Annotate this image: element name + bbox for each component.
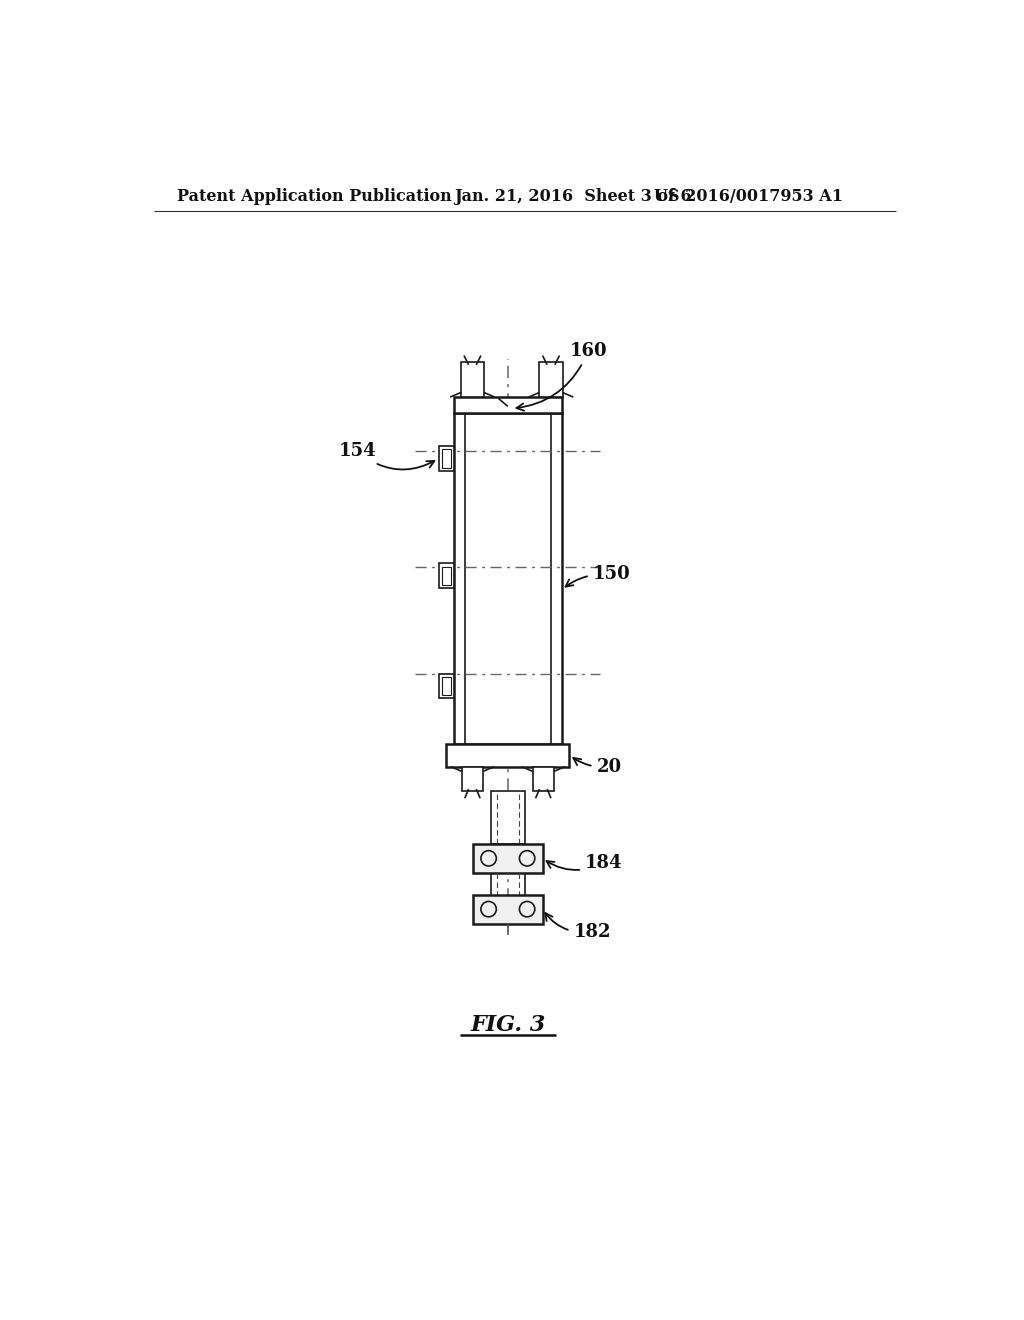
Bar xyxy=(462,767,483,792)
Bar xyxy=(438,446,454,471)
Bar xyxy=(473,843,543,873)
Text: 150: 150 xyxy=(565,565,631,586)
Bar xyxy=(454,413,562,743)
Text: US 2016/0017953 A1: US 2016/0017953 A1 xyxy=(654,189,843,206)
Bar xyxy=(454,397,562,412)
Text: 154: 154 xyxy=(339,442,434,470)
Text: Patent Application Publication: Patent Application Publication xyxy=(177,189,452,206)
Text: Jan. 21, 2016  Sheet 3 of 6: Jan. 21, 2016 Sheet 3 of 6 xyxy=(454,189,691,206)
Text: 160: 160 xyxy=(516,342,607,411)
Text: 182: 182 xyxy=(546,913,610,941)
Text: FIG. 3: FIG. 3 xyxy=(470,1014,546,1036)
Bar xyxy=(441,449,451,469)
Bar xyxy=(540,363,562,397)
Bar xyxy=(446,743,569,767)
Bar xyxy=(473,895,543,924)
Bar xyxy=(532,767,554,792)
Bar xyxy=(441,566,451,585)
Text: 184: 184 xyxy=(547,854,623,873)
Bar xyxy=(441,677,451,696)
Bar xyxy=(438,673,454,698)
Bar xyxy=(461,363,484,397)
Text: 20: 20 xyxy=(573,758,622,776)
Bar xyxy=(490,792,525,843)
Bar xyxy=(438,564,454,589)
